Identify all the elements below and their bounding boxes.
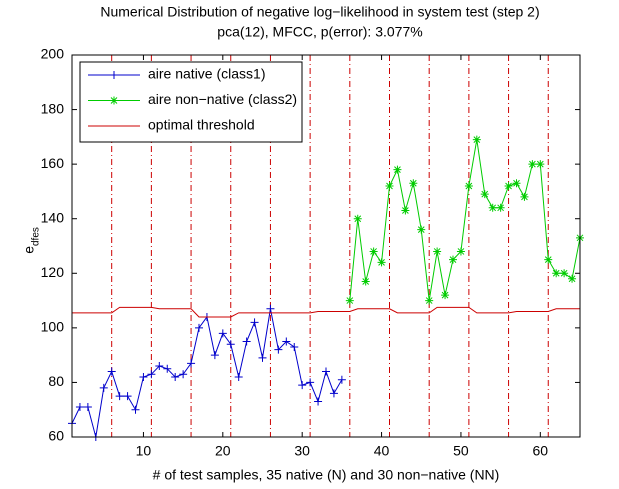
marker [115, 392, 124, 401]
x-tick-label: 30 [294, 443, 310, 459]
y-tick-label: 100 [41, 319, 65, 335]
marker [393, 165, 402, 174]
marker [290, 342, 299, 351]
marker [131, 405, 140, 414]
x-tick-label: 20 [215, 443, 231, 459]
marker [361, 277, 370, 286]
marker [568, 274, 577, 283]
marker [496, 203, 505, 212]
marker [401, 206, 410, 215]
x-axis-label: # of test samples, 35 native (N) and 30 … [153, 467, 500, 483]
chart-title: Numerical Distribution of negative log−l… [100, 4, 539, 20]
marker [417, 225, 426, 234]
marker [464, 181, 473, 190]
marker [266, 304, 275, 313]
legend-label: aire non−native (class2) [148, 91, 297, 107]
marker [480, 190, 489, 199]
legend-label: aire native (class1) [148, 66, 266, 82]
marker [472, 135, 481, 144]
marker [560, 269, 569, 278]
y-tick-label: 140 [41, 209, 65, 225]
marker [187, 359, 196, 368]
marker [385, 181, 394, 190]
x-tick-label: 40 [374, 443, 390, 459]
y-axis-label-sub: dfes [31, 227, 42, 246]
marker [226, 340, 235, 349]
plot-frame [71, 54, 581, 438]
marker [528, 160, 537, 169]
marker [234, 372, 243, 381]
marker [123, 392, 132, 401]
marker [441, 291, 450, 300]
y-axis-label-group: e dfes [21, 227, 42, 254]
marker [147, 370, 156, 379]
marker [250, 318, 259, 327]
marker [314, 397, 323, 406]
marker [544, 255, 553, 264]
marker [425, 296, 434, 305]
marker [179, 370, 188, 379]
marker [171, 372, 180, 381]
marker [369, 247, 378, 256]
marker [258, 353, 267, 362]
marker [322, 367, 330, 376]
legend-label: optimal threshold [148, 117, 255, 133]
marker [488, 203, 497, 212]
y-tick-label: 80 [48, 373, 64, 389]
series-line [72, 306, 580, 318]
marker [504, 181, 513, 190]
marker [409, 179, 418, 188]
y-tick-label: 160 [41, 155, 65, 171]
marker [353, 214, 362, 223]
marker [337, 375, 346, 384]
marker [110, 96, 118, 105]
marker [195, 323, 203, 332]
marker [536, 160, 545, 169]
marker [306, 378, 315, 387]
x-tick-label: 60 [533, 443, 549, 459]
y-tick-label: 60 [48, 428, 64, 444]
marker [163, 364, 172, 373]
chart-subtitle: pca(12), MFCC, p(error): 3.077% [217, 24, 422, 40]
marker [139, 372, 148, 381]
series-line [349, 139, 581, 301]
marker [298, 381, 307, 390]
y-tick-label: 180 [41, 100, 65, 116]
marker [329, 389, 338, 398]
marker [107, 367, 116, 376]
y-axis-label: e [21, 246, 37, 254]
marker [282, 337, 291, 346]
marker [242, 337, 251, 346]
marker [433, 247, 442, 256]
marker [345, 296, 354, 305]
marker [110, 71, 118, 79]
marker [512, 179, 521, 188]
y-tick-label: 200 [41, 46, 65, 62]
marker [456, 247, 465, 256]
marker [75, 402, 84, 411]
marker [155, 362, 164, 371]
x-tick-label: 10 [136, 443, 152, 459]
marker [449, 255, 457, 264]
marker [274, 345, 283, 354]
marker [83, 402, 92, 411]
x-tick-label: 50 [453, 443, 469, 459]
marker [99, 383, 108, 392]
y-tick-label: 120 [41, 264, 65, 280]
marker [377, 258, 386, 267]
marker [520, 192, 529, 201]
marker [552, 269, 561, 278]
marker [210, 351, 219, 360]
marker [218, 329, 227, 338]
